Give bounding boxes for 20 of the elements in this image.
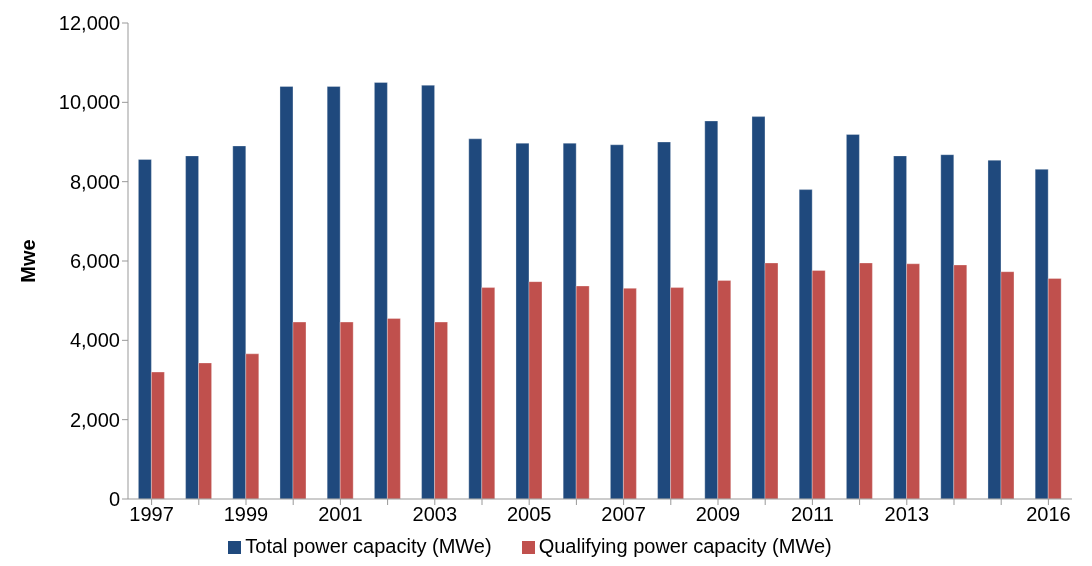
- x-tick-label: 2003: [412, 503, 458, 526]
- y-axis-title: Mwe: [17, 239, 40, 283]
- x-tick-label: 1999: [223, 503, 269, 526]
- x-tick-label: 2001: [318, 503, 363, 526]
- x-tick-label: 2009: [695, 503, 741, 526]
- x-tick-label: 2016: [1026, 503, 1071, 526]
- y-tick-label: 8,000: [69, 170, 120, 193]
- y-tick-label: 10,000: [58, 91, 120, 114]
- y-tick-label: 12,000: [58, 12, 120, 35]
- legend-label: Total power capacity (MWe): [245, 535, 492, 557]
- y-tick-label: 2,000: [69, 408, 120, 431]
- x-tick-label: 2013: [884, 503, 930, 526]
- x-tick-label: 2007: [601, 503, 646, 526]
- y-tick-label: 6,000: [69, 250, 120, 273]
- x-tick-label: 2011: [790, 503, 834, 526]
- x-tick-label: 2005: [506, 503, 552, 526]
- x-tick-label: 1997: [129, 503, 174, 526]
- y-tick-label: 4,000: [69, 329, 120, 352]
- legend-label: Qualifying power capacity (MWe): [538, 535, 832, 557]
- y-tick-label: 0: [108, 488, 120, 511]
